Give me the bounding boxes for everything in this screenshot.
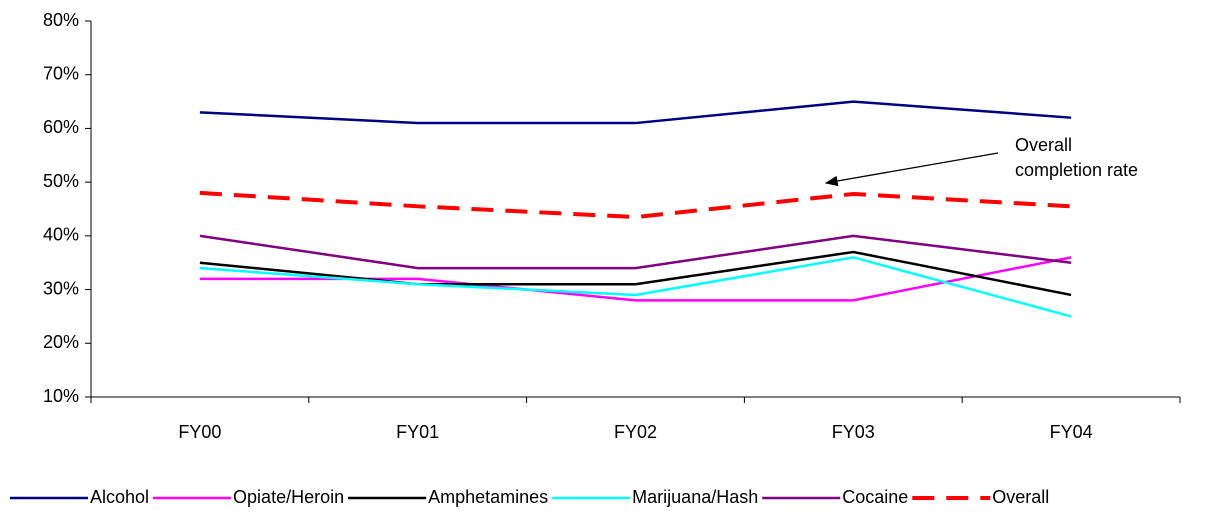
series-line: [199, 190, 1072, 220]
series-line: [199, 250, 1072, 297]
annotation: Overall: [1015, 135, 1072, 155]
y-tick-label: 20%: [43, 332, 79, 352]
legend-label: Opiate/Heroin: [233, 487, 344, 507]
x-tick-label: FY03: [832, 422, 875, 442]
x-tick-label: FY00: [178, 422, 221, 442]
y-tick-label: 70%: [43, 63, 79, 83]
x-tick-label: FY01: [396, 422, 439, 442]
y-tick-label: 40%: [43, 225, 79, 245]
legend-label: Cocaine: [842, 487, 908, 507]
y-tick-label: 50%: [43, 171, 79, 191]
series-line: [199, 100, 1072, 125]
x-tick-label: FY02: [614, 422, 657, 442]
x-tick-label: FY04: [1050, 422, 1093, 442]
legend-label: Amphetamines: [428, 487, 548, 507]
annotation-arrow: [824, 152, 999, 187]
legend-label: Alcohol: [90, 487, 149, 507]
legend-label: Marijuana/Hash: [632, 487, 758, 507]
series-line: [199, 256, 1072, 318]
series-line: [199, 234, 1072, 270]
annotation: completion rate: [1015, 160, 1138, 180]
legend-label: Overall: [992, 487, 1049, 507]
y-tick-label: 30%: [43, 278, 79, 298]
y-tick-label: 80%: [43, 10, 79, 30]
y-tick-label: 60%: [43, 117, 79, 137]
y-tick-label: 10%: [43, 386, 79, 406]
